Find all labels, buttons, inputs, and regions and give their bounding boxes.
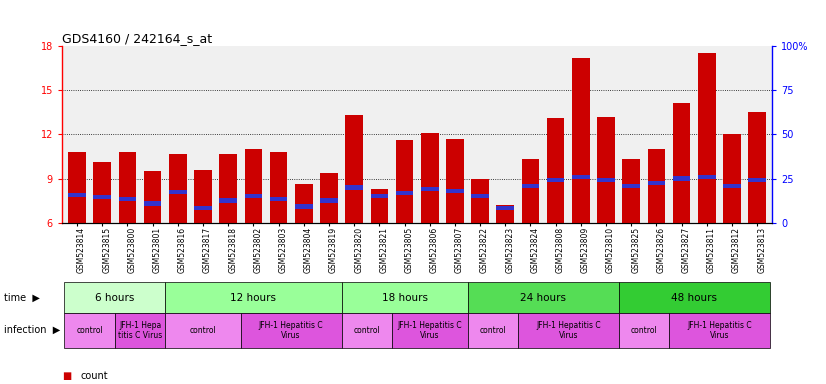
Bar [597,117,615,223]
Bar [69,152,86,223]
Bar [144,171,161,223]
Text: JFH-1 Hepatitis C
Virus: JFH-1 Hepatitis C Virus [259,321,324,340]
Bar [446,139,463,223]
Text: infection  ▶: infection ▶ [4,325,60,335]
Bar [496,205,514,223]
Bar [522,159,539,223]
Bar [673,176,691,181]
Bar [698,175,715,179]
Bar [93,195,111,199]
Bar [623,184,640,188]
Bar [673,104,691,223]
Bar [446,189,463,193]
Text: 24 hours: 24 hours [520,293,566,303]
Bar [320,199,338,203]
Bar [522,184,539,188]
Text: 6 hours: 6 hours [95,293,135,303]
Text: 48 hours: 48 hours [672,293,717,303]
Bar [69,192,86,197]
Text: JFH-1 Hepatitis C
Virus: JFH-1 Hepatitis C Virus [536,321,601,340]
Bar [270,197,287,201]
Bar [220,199,237,203]
Bar [396,140,413,223]
Bar [547,178,564,182]
Bar [295,184,312,223]
Bar [320,173,338,223]
Bar [194,206,211,210]
Bar [724,184,741,188]
Bar [345,115,363,223]
Text: GDS4160 / 242164_s_at: GDS4160 / 242164_s_at [62,32,212,45]
Text: JFH-1 Hepa
titis C Virus: JFH-1 Hepa titis C Virus [118,321,162,340]
Bar [371,194,388,199]
Bar [244,194,262,199]
Text: JFH-1 Hepatitis C
Virus: JFH-1 Hepatitis C Virus [687,321,752,340]
Bar [698,53,715,223]
Bar [396,191,413,195]
Text: time  ▶: time ▶ [4,293,40,303]
Bar [169,190,187,194]
Bar [270,152,287,223]
Bar [220,154,237,223]
Bar [648,181,665,185]
Bar [295,204,312,209]
Text: 18 hours: 18 hours [382,293,428,303]
Text: JFH-1 Hepatitis C
Virus: JFH-1 Hepatitis C Virus [397,321,462,340]
Bar [244,149,262,223]
Bar [496,206,514,210]
Bar [572,58,590,223]
Bar [748,112,766,223]
Bar [345,185,363,190]
Bar [119,152,136,223]
Bar [472,179,489,223]
Text: control: control [190,326,216,335]
Bar [547,118,564,223]
Bar [119,197,136,201]
Bar [597,178,615,182]
Text: control: control [76,326,103,335]
Bar [93,162,111,223]
Bar [472,194,489,199]
Bar [648,149,665,223]
Text: control: control [354,326,380,335]
Bar [572,175,590,179]
Bar [724,134,741,223]
Text: count: count [80,371,107,381]
Bar [421,187,439,191]
Text: control: control [479,326,506,335]
Bar [371,189,388,223]
Bar [748,178,766,182]
Text: 12 hours: 12 hours [230,293,277,303]
Bar [169,154,187,223]
Text: ■: ■ [62,371,71,381]
Bar [623,159,640,223]
Bar [144,201,161,206]
Text: control: control [630,326,657,335]
Bar [421,133,439,223]
Bar [194,170,211,223]
